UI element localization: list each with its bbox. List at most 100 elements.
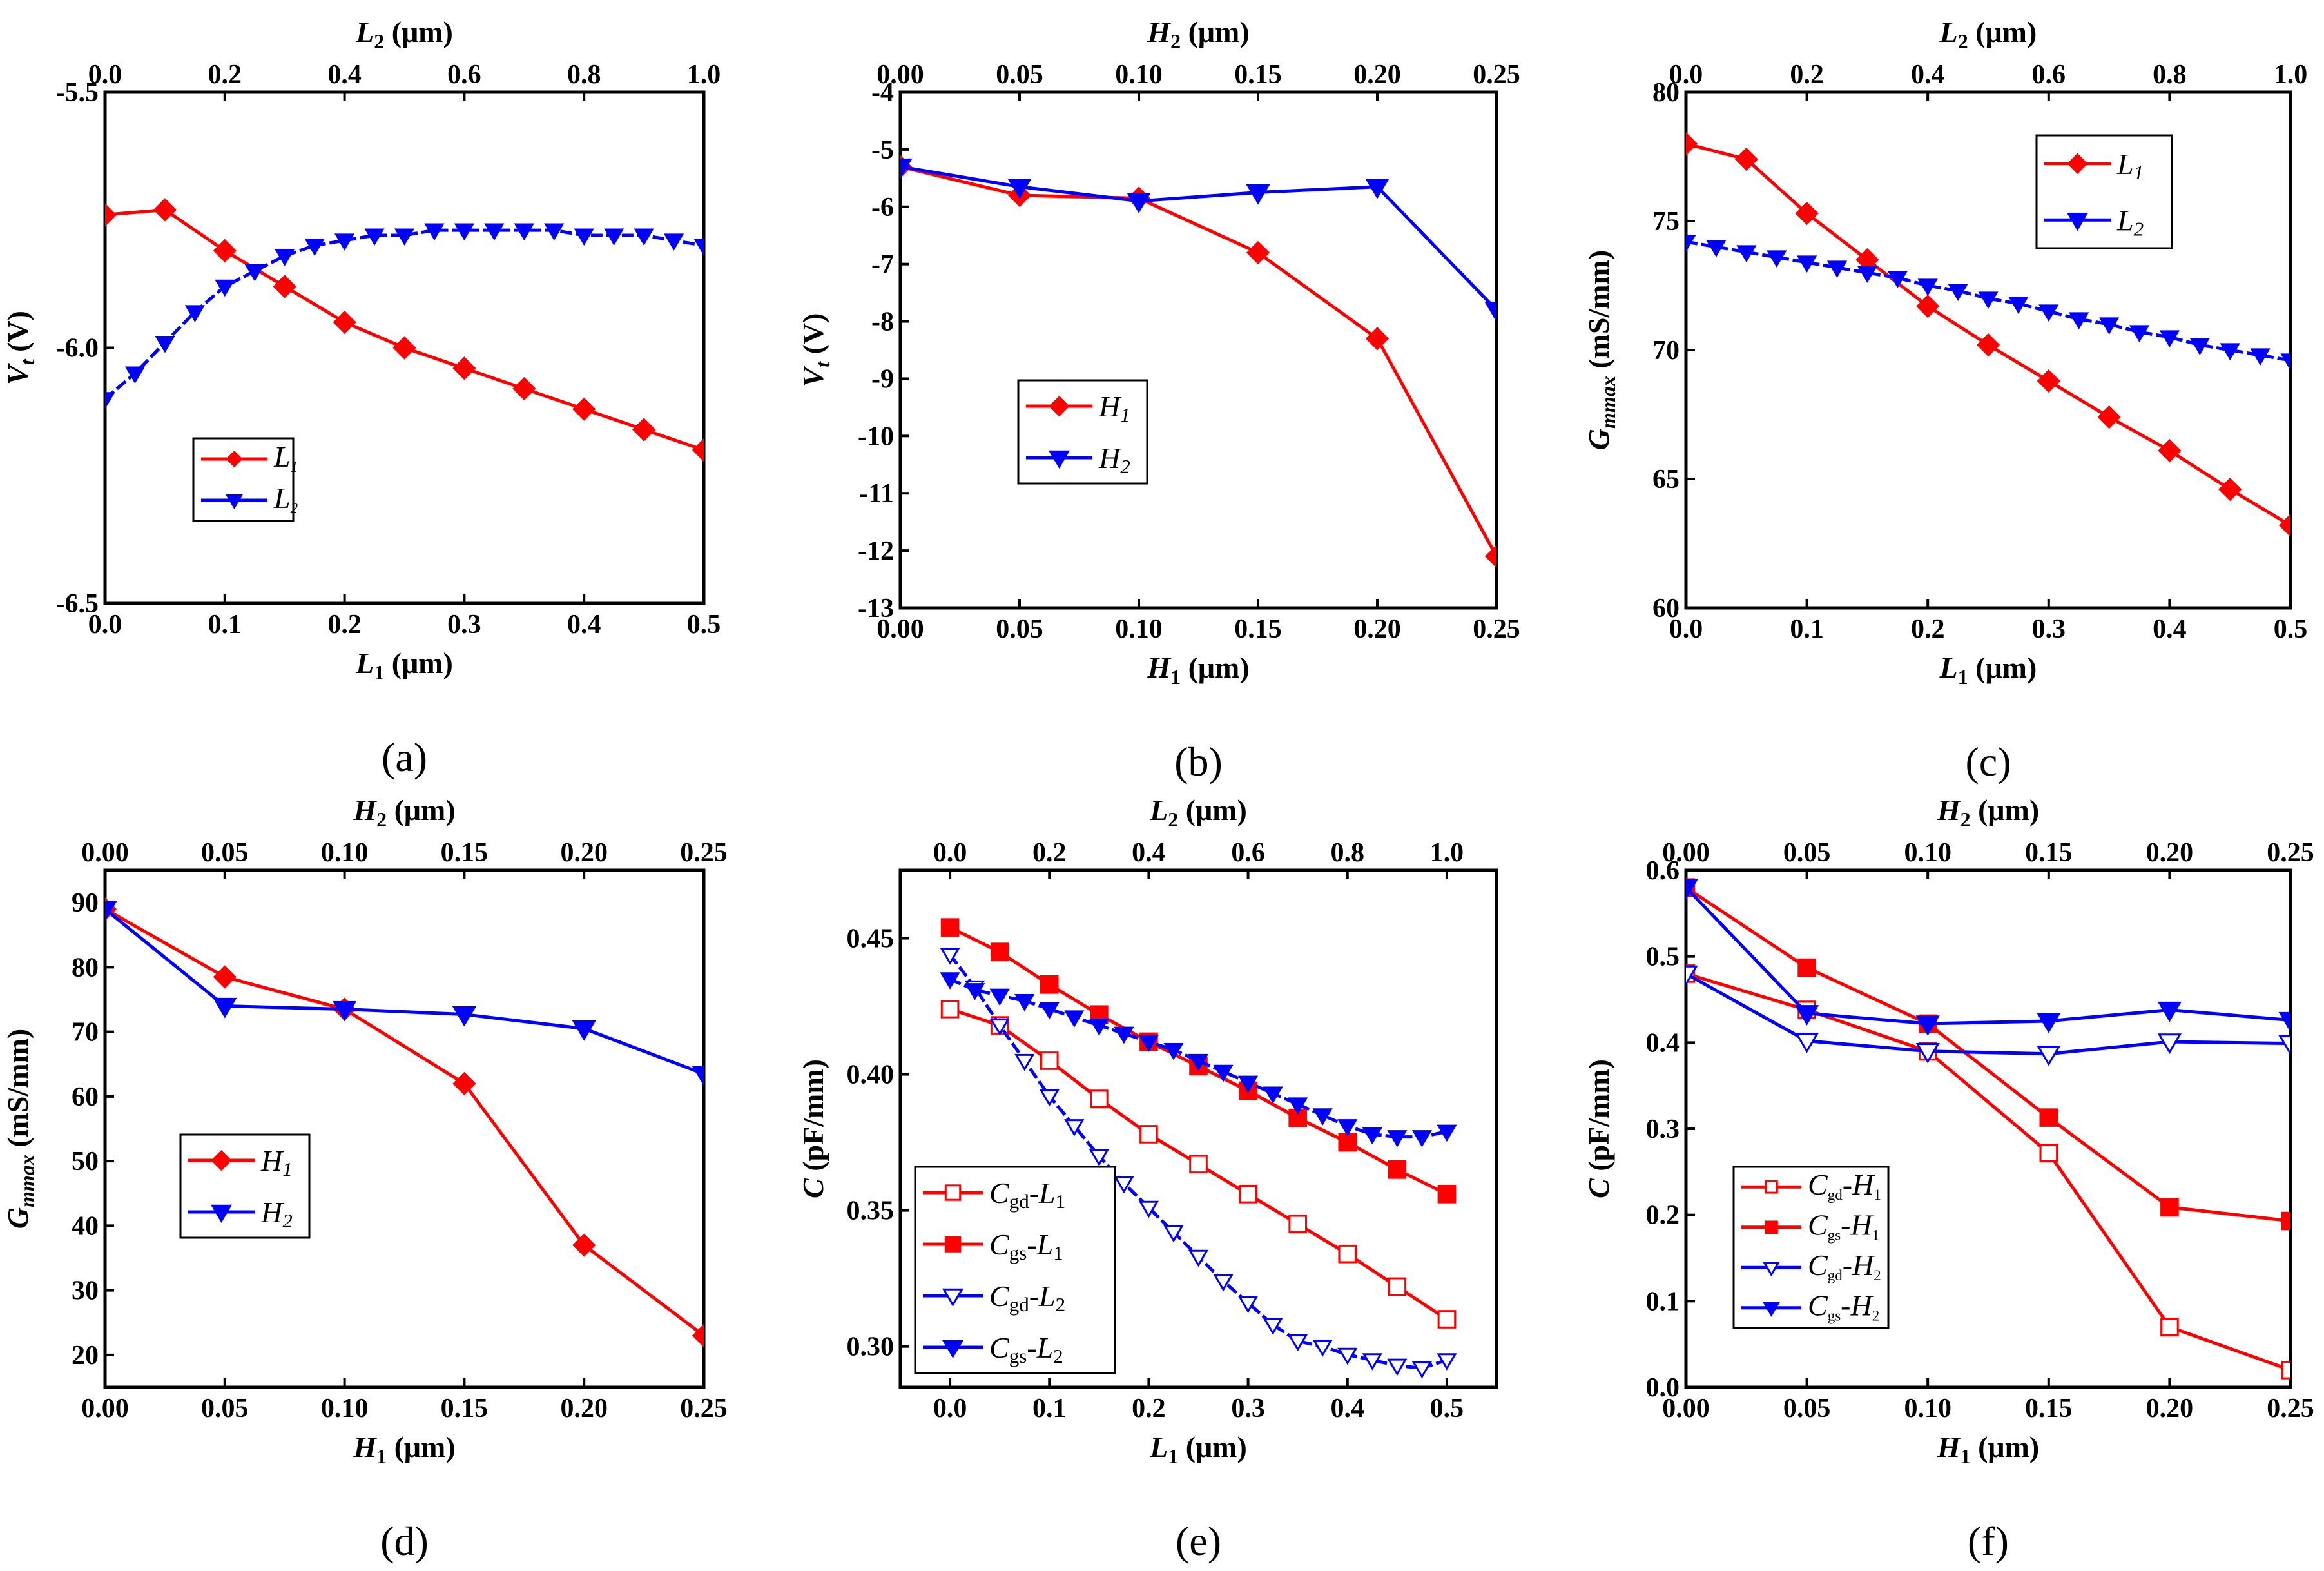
x-tick-label: 0.2 bbox=[1911, 614, 1945, 644]
data-point bbox=[544, 223, 565, 241]
x2-tick-label: 0.4 bbox=[327, 60, 362, 90]
data-point bbox=[1337, 1119, 1358, 1137]
x2-tick-label: 0.6 bbox=[447, 60, 481, 90]
series-H1 bbox=[900, 155, 1496, 569]
y-tick-label: -9 bbox=[871, 364, 894, 394]
legend-marker bbox=[1765, 1220, 1778, 1234]
chart-panel-a: 0.0 0.1 0.2 0.3 0.4 0.5 0.0 0.2 0.4 0.6 0.8 1.0 -5.5… bbox=[1, 15, 721, 780]
legend-marker bbox=[211, 1149, 232, 1171]
legend-label: H2 bbox=[1098, 442, 1130, 478]
data-point bbox=[2189, 338, 2210, 355]
data-point bbox=[2037, 1046, 2061, 1066]
legend-entry-Cgd-L1: Cgd-L1 bbox=[923, 1176, 1065, 1213]
data-point bbox=[574, 228, 594, 246]
legend-marker bbox=[2067, 153, 2088, 174]
data-point bbox=[514, 223, 534, 241]
data-point bbox=[1114, 1026, 1134, 1044]
x2-axis-label: L2 (μm) bbox=[1149, 794, 1247, 831]
data-point bbox=[1917, 278, 1938, 296]
x2-tick-label: 1.0 bbox=[2274, 60, 2308, 90]
data-point bbox=[1337, 1347, 1358, 1365]
legend-box bbox=[2035, 134, 2173, 249]
x-tick-label: 0.15 bbox=[2025, 1394, 2073, 1423]
data-point bbox=[105, 203, 117, 227]
data-point bbox=[1795, 201, 1819, 226]
x2-tick-label: 0.05 bbox=[201, 838, 249, 868]
data-point bbox=[900, 158, 913, 179]
x2-tick-label: 0.6 bbox=[2032, 60, 2066, 90]
data-point bbox=[2281, 1211, 2290, 1231]
x2-tick-label: 0.0 bbox=[88, 60, 122, 90]
data-point bbox=[1686, 235, 1696, 252]
x-tick-label: 0.4 bbox=[567, 610, 601, 639]
data-point bbox=[304, 239, 325, 256]
data-point bbox=[452, 1006, 477, 1027]
data-point bbox=[273, 275, 296, 298]
data-point bbox=[1090, 1089, 1109, 1108]
data-point bbox=[1138, 1035, 1159, 1052]
data-point bbox=[693, 239, 704, 256]
legend-label: H1 bbox=[260, 1144, 293, 1180]
data-point bbox=[1362, 1353, 1382, 1371]
data-point bbox=[2280, 353, 2290, 371]
x2-tick-label: 0.15 bbox=[2025, 838, 2073, 868]
x2-tick-label: 0.15 bbox=[441, 838, 489, 868]
series-line bbox=[105, 208, 704, 452]
x2-tick-label: 0.25 bbox=[2267, 838, 2314, 868]
x-tick-label: 0.25 bbox=[680, 1394, 728, 1423]
x-tick-label: 0.4 bbox=[2153, 614, 2187, 644]
legend-entry-L1: L1 bbox=[201, 440, 298, 475]
legend-label: L2 bbox=[2116, 204, 2144, 240]
data-point bbox=[2159, 330, 2180, 347]
legend-label: Cgs-L2 bbox=[989, 1331, 1063, 1367]
data-point bbox=[244, 264, 265, 282]
data-point bbox=[2069, 312, 2089, 329]
legend-label: L2 bbox=[273, 482, 298, 516]
legend-box bbox=[1732, 1166, 1890, 1329]
x2-tick-label: 0.20 bbox=[1353, 60, 1401, 90]
panel-label: (b) bbox=[1174, 739, 1223, 785]
data-point bbox=[394, 228, 415, 246]
x-tick-label: 0.00 bbox=[876, 614, 924, 644]
data-point bbox=[1411, 1130, 1432, 1147]
x-axis-label: H1 (μm) bbox=[1937, 1430, 2039, 1468]
data-point bbox=[1288, 1097, 1308, 1115]
x2-axis-label: H2 (μm) bbox=[353, 794, 455, 831]
data-point bbox=[1014, 1053, 1035, 1071]
data-point bbox=[2278, 513, 2290, 538]
x-tick-label: 0.2 bbox=[1132, 1394, 1166, 1423]
y-tick-label: 0.30 bbox=[847, 1332, 895, 1362]
x2-tick-label: 0.4 bbox=[1911, 60, 1945, 90]
series-H2 bbox=[900, 158, 1496, 322]
x2-tick-label: 0.10 bbox=[1115, 60, 1163, 90]
y-tick-label: -13 bbox=[858, 594, 894, 623]
data-point bbox=[1976, 333, 2000, 357]
x2-tick-label: 0.10 bbox=[1904, 838, 1951, 868]
data-point bbox=[940, 972, 960, 990]
plot-area bbox=[105, 897, 704, 1347]
x-tick-label: 0.15 bbox=[1234, 614, 1282, 644]
data-point bbox=[989, 1019, 1010, 1036]
y-tick-label: 0.35 bbox=[847, 1196, 895, 1226]
x2-tick-label: 0.2 bbox=[1032, 838, 1067, 868]
series-line bbox=[949, 977, 1448, 1139]
data-point bbox=[213, 997, 237, 1019]
legend-label: L1 bbox=[273, 440, 298, 475]
data-point bbox=[1064, 1010, 1085, 1028]
x2-tick-label: 0.00 bbox=[81, 838, 129, 868]
legend: Cgd-L1 Cgs-L1 Cgd-L2 Cgs-L2 bbox=[914, 1166, 1116, 1374]
panel-label: (d) bbox=[380, 1518, 429, 1564]
legend-label: H1 bbox=[1098, 390, 1130, 426]
data-point bbox=[2037, 369, 2060, 393]
x2-tick-label: 0.20 bbox=[2146, 838, 2194, 868]
data-point bbox=[452, 356, 476, 380]
data-point bbox=[1039, 1002, 1060, 1020]
data-point bbox=[424, 223, 445, 241]
legend-label: H2 bbox=[260, 1196, 293, 1232]
x-tick-label: 0.10 bbox=[321, 1394, 369, 1423]
y-tick-label: 75 bbox=[1652, 207, 1680, 237]
legend-entry-H1: H1 bbox=[188, 1144, 293, 1180]
chart-panel-c: 0.0 0.1 0.2 0.3 0.4 0.5 0.0 0.2 0.4 0.6 0.8 1.0 60 65… bbox=[1582, 15, 2307, 785]
